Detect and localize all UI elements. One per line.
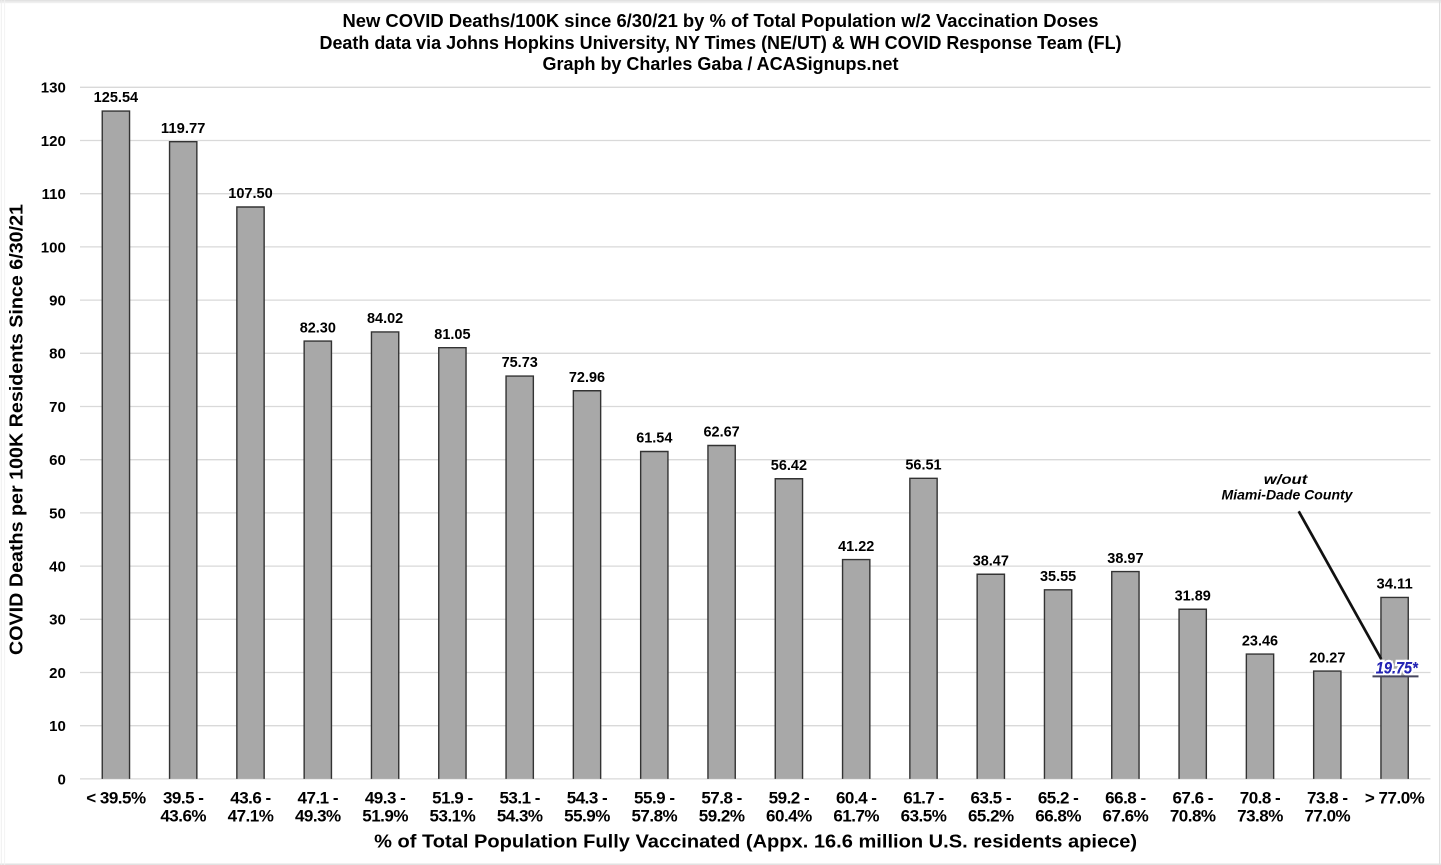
svg-text:82.30: 82.30 [300,320,336,336]
svg-text:51.9 -: 51.9 - [432,788,472,807]
svg-text:61.54: 61.54 [636,431,672,447]
svg-text:75.73: 75.73 [502,355,538,371]
svg-text:Miami-Dade County: Miami-Dade County [1222,486,1354,502]
svg-text:54.3 -: 54.3 - [567,788,607,807]
svg-text:Death data via Johns Hopkins U: Death data via Johns Hopkins University,… [320,33,1122,53]
svg-text:51.9%: 51.9% [362,807,408,826]
svg-text:55.9%: 55.9% [564,807,610,826]
svg-text:70.8%: 70.8% [1170,807,1216,826]
svg-text:130: 130 [41,80,66,97]
svg-text:125.54: 125.54 [94,90,139,106]
svg-text:119.77: 119.77 [161,121,206,137]
svg-text:67.6%: 67.6% [1103,807,1149,826]
svg-text:56.51: 56.51 [905,458,941,474]
svg-text:38.97: 38.97 [1107,551,1143,567]
svg-text:> 77.0%: > 77.0% [1365,788,1425,807]
svg-text:100: 100 [41,239,66,256]
svg-text:% of Total Population Fully Va: % of Total Population Fully Vaccinated (… [374,831,1137,851]
svg-text:0: 0 [57,771,65,788]
svg-text:81.05: 81.05 [434,327,470,343]
svg-text:Graph by Charles Gaba / ACASig: Graph by Charles Gaba / ACASignups.net [543,54,899,74]
svg-text:19.75*: 19.75* [1376,660,1419,678]
svg-text:67.6 -: 67.6 - [1172,788,1212,807]
svg-text:120: 120 [41,133,66,150]
svg-text:72.96: 72.96 [569,370,605,386]
svg-text:49.3%: 49.3% [295,807,341,826]
svg-text:70.8 -: 70.8 - [1240,788,1280,807]
svg-text:84.02: 84.02 [367,311,403,327]
svg-text:50: 50 [49,505,66,522]
svg-text:20.27: 20.27 [1309,650,1345,666]
svg-text:73.8%: 73.8% [1237,807,1283,826]
svg-text:66.8%: 66.8% [1035,807,1081,826]
svg-text:63.5 -: 63.5 - [971,788,1011,807]
svg-text:55.9 -: 55.9 - [634,788,674,807]
svg-text:19.75*: 19.75* [1376,660,1419,678]
svg-text:61.7 -: 61.7 - [903,788,943,807]
svg-text:35.55: 35.55 [1040,569,1076,585]
svg-text:43.6%: 43.6% [160,807,206,826]
svg-text:56.42: 56.42 [771,458,807,474]
svg-text:31.89: 31.89 [1175,588,1211,604]
svg-text:47.1%: 47.1% [228,807,274,826]
svg-text:40: 40 [49,559,66,576]
svg-text:60.4%: 60.4% [766,807,812,826]
svg-text:41.22: 41.22 [838,539,874,555]
svg-text:59.2%: 59.2% [699,807,745,826]
svg-text:62.67: 62.67 [704,425,740,441]
svg-text:70: 70 [49,399,66,416]
svg-text:23.46: 23.46 [1242,633,1278,649]
svg-text:53.1 -: 53.1 - [499,788,539,807]
svg-text:90: 90 [49,293,66,310]
svg-text:65.2 -: 65.2 - [1038,788,1078,807]
svg-text:38.47: 38.47 [973,553,1009,569]
svg-text:w/out: w/out [1264,471,1309,487]
svg-text:80: 80 [49,346,66,363]
svg-text:57.8 -: 57.8 - [701,788,741,807]
svg-text:30: 30 [49,612,66,629]
svg-text:63.5%: 63.5% [901,807,947,826]
svg-text:20: 20 [49,665,66,682]
svg-text:34.11: 34.11 [1377,577,1413,593]
svg-text:66.8 -: 66.8 - [1105,788,1145,807]
svg-text:65.2%: 65.2% [968,807,1014,826]
svg-text:110: 110 [42,186,66,203]
svg-text:60.4 -: 60.4 - [836,788,876,807]
svg-text:43.6 -: 43.6 - [230,788,270,807]
svg-text:60: 60 [49,452,66,469]
svg-text:< 39.5%: < 39.5% [86,788,146,807]
svg-text:COVID Deaths per 100K Resident: COVID Deaths per 100K Residents Since 6/… [7,204,27,655]
svg-text:73.8 -: 73.8 - [1307,788,1347,807]
svg-text:77.0%: 77.0% [1304,807,1350,826]
svg-text:10: 10 [49,718,66,735]
svg-text:47.1 -: 47.1 - [298,788,338,807]
svg-text:54.3%: 54.3% [497,807,543,826]
svg-text:New COVID Deaths/100K since 6/: New COVID Deaths/100K since 6/30/21 by %… [343,11,1099,31]
svg-text:61.7%: 61.7% [833,807,879,826]
svg-text:59.2 -: 59.2 - [769,788,809,807]
svg-text:53.1%: 53.1% [430,807,476,826]
svg-text:49.3 -: 49.3 - [365,788,405,807]
svg-text:39.5 -: 39.5 - [163,788,203,807]
svg-text:57.8%: 57.8% [631,807,677,826]
svg-text:107.50: 107.50 [228,186,273,202]
